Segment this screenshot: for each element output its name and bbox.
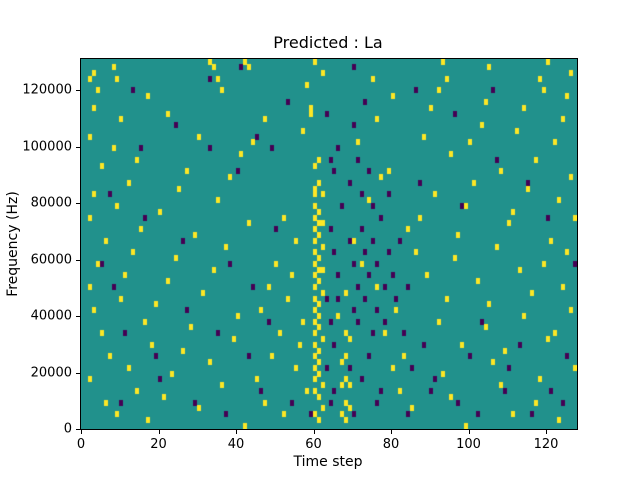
y-tick-mark [76,429,80,430]
y-tick-mark [76,146,80,148]
x-tick-mark [236,430,237,434]
x-tick-label: 80 [382,437,400,452]
x-tick-mark [313,430,315,434]
x-tick-label: 20 [150,437,167,452]
x-axis-label: Time step [293,454,363,470]
x-tick-mark [468,430,470,434]
y-tick-label: 60000 [30,252,72,268]
x-tick-mark [81,430,82,434]
x-tick-label: 100 [456,437,481,452]
x-tick-label: 40 [227,437,245,452]
x-tick-mark [546,430,547,434]
y-tick-label: 20000 [30,365,72,381]
y-tick-mark [76,259,80,261]
y-tick-label: 80000 [30,195,72,211]
heatmap-canvas [81,59,577,429]
x-tick-mark [158,430,160,434]
y-tick-label: 120000 [22,82,72,98]
y-tick-label: 0 [63,421,72,437]
chart-title: Predicted : La [273,33,383,52]
y-tick-label: 40000 [30,308,72,324]
plot-area [80,58,578,430]
y-axis-label: Frequency (Hz) [5,191,21,297]
y-tick-mark [76,203,80,205]
x-tick-label: 0 [76,437,86,452]
y-tick-mark [76,372,80,374]
y-tick-label: 100000 [22,139,72,155]
x-tick-label: 120 [533,437,559,452]
y-tick-mark [76,316,80,318]
x-tick-mark [391,430,392,434]
y-tick-mark [76,90,80,92]
x-tick-label: 60 [305,437,322,452]
